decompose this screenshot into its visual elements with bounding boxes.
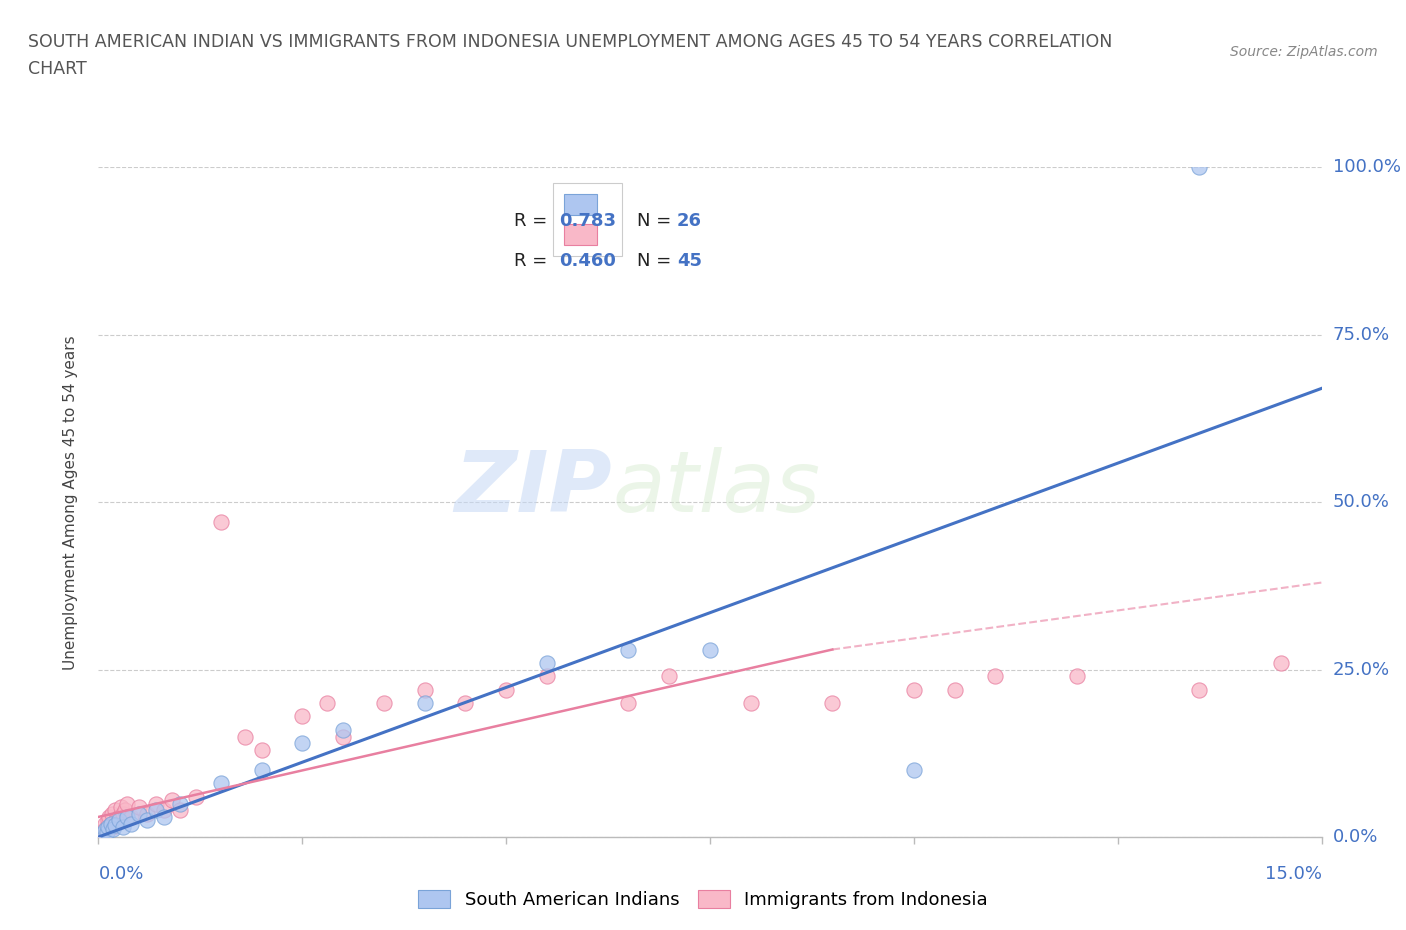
Point xyxy=(169,803,191,817)
Point xyxy=(96,819,118,834)
Text: 45: 45 xyxy=(678,252,702,270)
Point xyxy=(1188,160,1211,175)
Text: R =: R = xyxy=(515,252,554,270)
Point xyxy=(152,803,174,817)
Point xyxy=(111,819,134,834)
Point xyxy=(91,826,114,841)
Point xyxy=(101,819,124,834)
Text: N =: N = xyxy=(637,212,676,230)
Text: R =: R = xyxy=(515,212,554,230)
Point xyxy=(115,809,138,824)
Text: 0.0%: 0.0% xyxy=(98,865,143,883)
Point xyxy=(93,823,115,838)
Point xyxy=(233,729,256,744)
Point xyxy=(94,817,117,831)
Point xyxy=(740,696,762,711)
Point xyxy=(699,642,721,657)
Point xyxy=(536,669,558,684)
Text: 0.0%: 0.0% xyxy=(1333,828,1378,846)
Point xyxy=(209,776,232,790)
Point xyxy=(115,796,138,811)
Point xyxy=(108,813,131,828)
Point xyxy=(315,696,337,711)
Point xyxy=(413,683,436,698)
Point xyxy=(617,642,640,657)
Point xyxy=(903,683,925,698)
Text: 0.783: 0.783 xyxy=(560,212,617,230)
Text: 50.0%: 50.0% xyxy=(1333,493,1389,512)
Point xyxy=(617,696,640,711)
Point xyxy=(160,792,183,807)
Point xyxy=(104,803,127,817)
Point xyxy=(128,806,150,821)
Point xyxy=(250,763,273,777)
Text: N =: N = xyxy=(637,252,676,270)
Text: SOUTH AMERICAN INDIAN VS IMMIGRANTS FROM INDONESIA UNEMPLOYMENT AMONG AGES 45 TO: SOUTH AMERICAN INDIAN VS IMMIGRANTS FROM… xyxy=(28,33,1112,50)
Point xyxy=(250,742,273,757)
Point xyxy=(97,819,120,834)
Point xyxy=(128,800,150,815)
Legend: South American Indians, Immigrants from Indonesia: South American Indians, Immigrants from … xyxy=(411,883,995,916)
Point xyxy=(100,817,122,831)
Point xyxy=(1270,656,1292,671)
Point xyxy=(96,824,118,839)
Text: 15.0%: 15.0% xyxy=(1264,865,1322,883)
Point xyxy=(120,809,142,824)
Text: 0.460: 0.460 xyxy=(560,252,616,270)
Point xyxy=(169,796,191,811)
Point xyxy=(97,813,120,828)
Text: 26: 26 xyxy=(678,212,702,230)
Point xyxy=(145,796,167,811)
Point xyxy=(101,821,124,836)
Point xyxy=(291,736,314,751)
Point xyxy=(108,809,131,824)
Point xyxy=(145,803,167,817)
Point xyxy=(495,683,517,698)
Point xyxy=(332,729,354,744)
Text: atlas: atlas xyxy=(612,447,820,530)
Point xyxy=(136,813,159,828)
Point xyxy=(373,696,395,711)
Point xyxy=(94,823,117,838)
Point xyxy=(120,817,142,831)
Text: Source: ZipAtlas.com: Source: ZipAtlas.com xyxy=(1230,45,1378,59)
Point xyxy=(821,696,844,711)
Text: 100.0%: 100.0% xyxy=(1333,158,1400,177)
Point xyxy=(186,790,208,804)
Point xyxy=(101,806,124,821)
Text: 25.0%: 25.0% xyxy=(1333,660,1391,679)
Point xyxy=(111,806,134,821)
Point xyxy=(536,656,558,671)
Point xyxy=(98,809,121,824)
Point xyxy=(136,806,159,821)
Y-axis label: Unemployment Among Ages 45 to 54 years: Unemployment Among Ages 45 to 54 years xyxy=(63,335,77,670)
Point xyxy=(1188,683,1211,698)
Point xyxy=(104,817,127,832)
Point xyxy=(332,723,354,737)
Point xyxy=(984,669,1007,684)
Point xyxy=(291,709,314,724)
Text: 75.0%: 75.0% xyxy=(1333,326,1391,344)
Point xyxy=(1066,669,1088,684)
Legend:  ,  : , xyxy=(553,183,623,256)
Point xyxy=(658,669,681,684)
Point xyxy=(903,763,925,777)
Point xyxy=(413,696,436,711)
Text: CHART: CHART xyxy=(28,60,87,78)
Point xyxy=(110,800,132,815)
Point xyxy=(209,515,232,530)
Point xyxy=(943,683,966,698)
Point xyxy=(91,826,114,841)
Point xyxy=(152,809,174,824)
Point xyxy=(114,803,136,817)
Point xyxy=(454,696,477,711)
Text: ZIP: ZIP xyxy=(454,447,612,530)
Point xyxy=(100,817,122,831)
Point xyxy=(105,813,128,828)
